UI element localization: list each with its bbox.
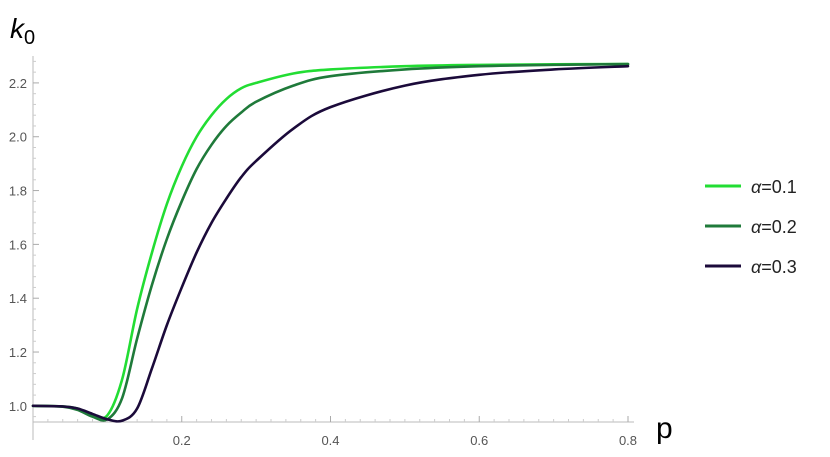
y-tick-label: 2.0 (9, 130, 27, 145)
legend-label-1: α=0.1 (751, 177, 797, 197)
series-layer (31, 62, 630, 423)
x-tick-label: 0.6 (470, 433, 488, 448)
y-tick-label: 1.2 (9, 345, 27, 360)
y-ticks: 1.0 1.2 1.4 1.6 1.8 2.0 2.2 (9, 60, 39, 418)
x-tick-label: 0.2 (173, 433, 191, 448)
series-line-3 (31, 64, 630, 423)
y-tick-label: 1.0 (9, 399, 27, 414)
x-ticks: 0.2 0.4 0.6 0.8 (47, 416, 637, 448)
y-tick-label: 1.8 (9, 184, 27, 199)
y-tick-label: 1.6 (9, 237, 27, 252)
y-tick-label: 1.4 (9, 291, 27, 306)
legend-label-3: α=0.3 (751, 257, 797, 277)
x-tick-label: 0.8 (619, 433, 637, 448)
x-tick-label: 0.4 (321, 433, 339, 448)
series-line-2 (31, 62, 630, 422)
legend-label-2: α=0.2 (751, 217, 797, 237)
y-tick-label: 2.2 (9, 76, 27, 91)
series-line-1 (31, 62, 630, 420)
legend: α=0.1 α=0.2 α=0.3 (705, 177, 797, 277)
x-axis-title: p (656, 412, 673, 445)
y-axis-title: k0 (10, 13, 35, 49)
